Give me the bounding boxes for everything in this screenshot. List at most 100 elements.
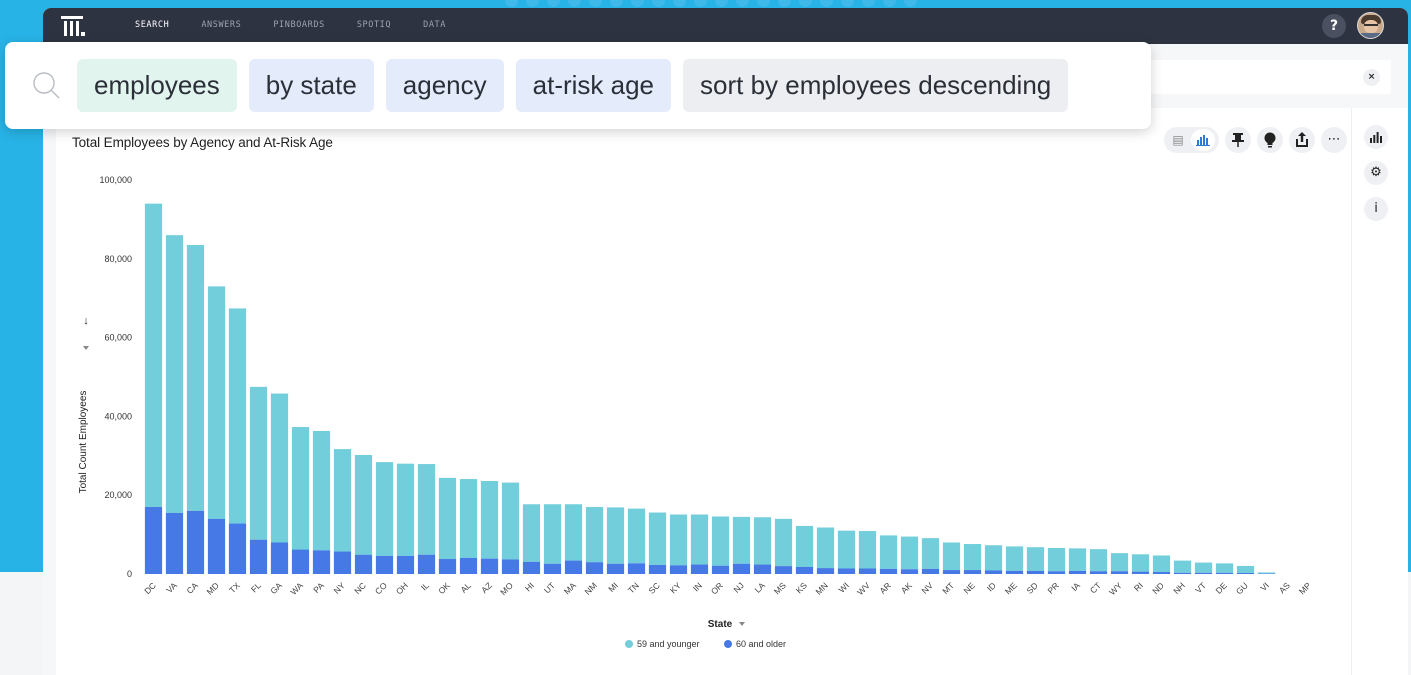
bar-59-and-younger-az[interactable]	[480, 481, 499, 559]
thoughtspot-logo-icon[interactable]	[61, 14, 85, 38]
bar-60-and-older-wa[interactable]	[291, 549, 310, 574]
bar-60-and-older-ar[interactable]	[879, 568, 898, 574]
bar-59-and-younger-nd[interactable]	[1152, 555, 1171, 573]
bar-59-and-younger-nh[interactable]	[1173, 560, 1192, 573]
bar-59-and-younger-mi[interactable]	[606, 507, 625, 564]
bar-60-and-older-sc[interactable]	[648, 564, 667, 574]
bar-60-and-older-ak[interactable]	[900, 569, 919, 574]
more-icon[interactable]: ⋯	[1321, 127, 1347, 153]
bar-60-and-older-ct[interactable]	[1089, 571, 1108, 574]
bar-59-and-younger-mo[interactable]	[501, 482, 520, 560]
bar-59-and-younger-fl[interactable]	[249, 386, 268, 540]
bar-60-and-older-ok[interactable]	[438, 559, 457, 574]
bar-60-and-older-wi[interactable]	[837, 568, 856, 574]
search-token-employees[interactable]: employees	[77, 59, 237, 112]
bar-60-and-older-vt[interactable]	[1194, 572, 1213, 574]
share-icon[interactable]	[1289, 127, 1315, 153]
bar-60-and-older-sd[interactable]	[1026, 570, 1045, 574]
bar-60-and-older-fl[interactable]	[249, 539, 268, 574]
bar-60-and-older-ia[interactable]	[1068, 570, 1087, 574]
x-axis-sort-caret-icon[interactable]	[739, 622, 745, 626]
bar-60-and-older-in[interactable]	[690, 564, 709, 574]
nav-item-search[interactable]: SEARCH	[135, 20, 170, 30]
settings-gear-icon[interactable]: ⚙	[1364, 161, 1388, 185]
nav-item-pinboards[interactable]: PINBOARDS	[273, 20, 325, 30]
bar-59-and-younger-va[interactable]	[165, 235, 184, 513]
bar-60-and-older-wv[interactable]	[858, 568, 877, 574]
bar-60-and-older-dc[interactable]	[144, 507, 163, 574]
bar-60-and-older-ny[interactable]	[333, 551, 352, 574]
bar-60-and-older-gu[interactable]	[1236, 573, 1255, 574]
bar-59-and-younger-sc[interactable]	[648, 512, 667, 565]
bar-59-and-younger-in[interactable]	[690, 514, 709, 565]
bar-60-and-older-pa[interactable]	[312, 550, 331, 574]
bar-59-and-younger-pr[interactable]	[1047, 547, 1066, 572]
bar-60-and-older-nv[interactable]	[921, 568, 940, 574]
info-icon[interactable]: i	[1364, 197, 1388, 221]
x-axis-label[interactable]: State	[708, 619, 733, 630]
bar-59-and-younger-sd[interactable]	[1026, 547, 1045, 571]
bar-60-and-older-de[interactable]	[1215, 572, 1234, 574]
bar-60-and-older-mi[interactable]	[606, 563, 625, 574]
bar-59-and-younger-mn[interactable]	[816, 527, 835, 569]
bar-59-and-younger-md[interactable]	[207, 286, 226, 519]
bar-60-and-older-ma[interactable]	[564, 560, 583, 574]
bar-59-and-younger-al[interactable]	[459, 479, 478, 558]
y-axis-sort-caret-icon[interactable]	[83, 346, 89, 350]
bar-59-and-younger-pa[interactable]	[312, 430, 331, 551]
bar-59-and-younger-or[interactable]	[711, 516, 730, 566]
bar-59-and-younger-ms[interactable]	[774, 518, 793, 567]
bar-60-and-older-mo[interactable]	[501, 559, 520, 574]
nav-item-data[interactable]: DATA	[423, 20, 446, 30]
bar-59-and-younger-ri[interactable]	[1131, 554, 1150, 572]
bar-59-and-younger-nv[interactable]	[921, 538, 940, 569]
nav-item-spotiq[interactable]: SPOTIQ	[356, 20, 392, 30]
bar-59-and-younger-ks[interactable]	[795, 525, 814, 567]
avatar[interactable]	[1357, 12, 1384, 39]
bar-59-and-younger-nc[interactable]	[354, 455, 373, 555]
bar-59-and-younger-ny[interactable]	[333, 449, 352, 552]
bar-60-and-older-mn[interactable]	[816, 568, 835, 574]
bar-60-and-older-tx[interactable]	[228, 523, 247, 574]
bar-60-and-older-nc[interactable]	[354, 554, 373, 574]
bar-59-and-younger-ga[interactable]	[270, 393, 289, 543]
bar-60-and-older-il[interactable]	[417, 554, 436, 574]
bar-59-and-younger-ky[interactable]	[669, 514, 688, 566]
bar-60-and-older-me[interactable]	[1005, 570, 1024, 574]
bar-60-and-older-mt[interactable]	[942, 570, 961, 574]
bar-59-and-younger-nj[interactable]	[732, 516, 751, 564]
table-view-icon[interactable]: ▤	[1172, 133, 1184, 147]
bar-60-and-older-ut[interactable]	[543, 563, 562, 574]
bar-60-and-older-nh[interactable]	[1173, 572, 1192, 574]
bar-59-and-younger-ne[interactable]	[963, 544, 982, 571]
bar-60-and-older-hi[interactable]	[522, 561, 541, 574]
bar-60-and-older-va[interactable]	[165, 512, 184, 574]
pin-icon[interactable]	[1225, 127, 1251, 153]
bar-59-and-younger-il[interactable]	[417, 464, 436, 555]
legend-swatch[interactable]	[625, 640, 633, 648]
search-field-background[interactable]	[1135, 60, 1391, 94]
bar-59-and-younger-mt[interactable]	[942, 542, 961, 571]
bar-60-and-older-ky[interactable]	[669, 565, 688, 574]
bar-59-and-younger-oh[interactable]	[396, 463, 415, 556]
legend-label[interactable]: 59 and younger	[637, 639, 700, 649]
bar-60-and-older-oh[interactable]	[396, 555, 415, 574]
bar-60-and-older-ri[interactable]	[1131, 571, 1150, 574]
bar-59-and-younger-ct[interactable]	[1089, 549, 1108, 572]
search-token-by-state[interactable]: by state	[248, 59, 374, 112]
bar-60-and-older-tn[interactable]	[627, 563, 646, 574]
bar-60-and-older-ms[interactable]	[774, 566, 793, 574]
bar-59-and-younger-wy[interactable]	[1110, 553, 1129, 572]
chart-view-icon[interactable]	[1191, 129, 1215, 151]
search-token-sort[interactable]: sort by employees descending	[683, 59, 1069, 112]
legend-swatch[interactable]	[724, 640, 732, 648]
bar-59-and-younger-tn[interactable]	[627, 508, 646, 564]
bar-60-and-older-nj[interactable]	[732, 563, 751, 574]
search-token-at-risk-age[interactable]: at-risk age	[515, 59, 672, 112]
bar-60-and-older-az[interactable]	[480, 558, 499, 574]
search-bar[interactable]: employees by state agency at-risk age so…	[5, 42, 1151, 129]
bar-59-and-younger-de[interactable]	[1215, 563, 1234, 573]
bar-59-and-younger-ar[interactable]	[879, 535, 898, 569]
bar-60-and-older-la[interactable]	[753, 564, 772, 574]
y-axis-sort-arrow-icon[interactable]: ↓	[83, 315, 89, 327]
